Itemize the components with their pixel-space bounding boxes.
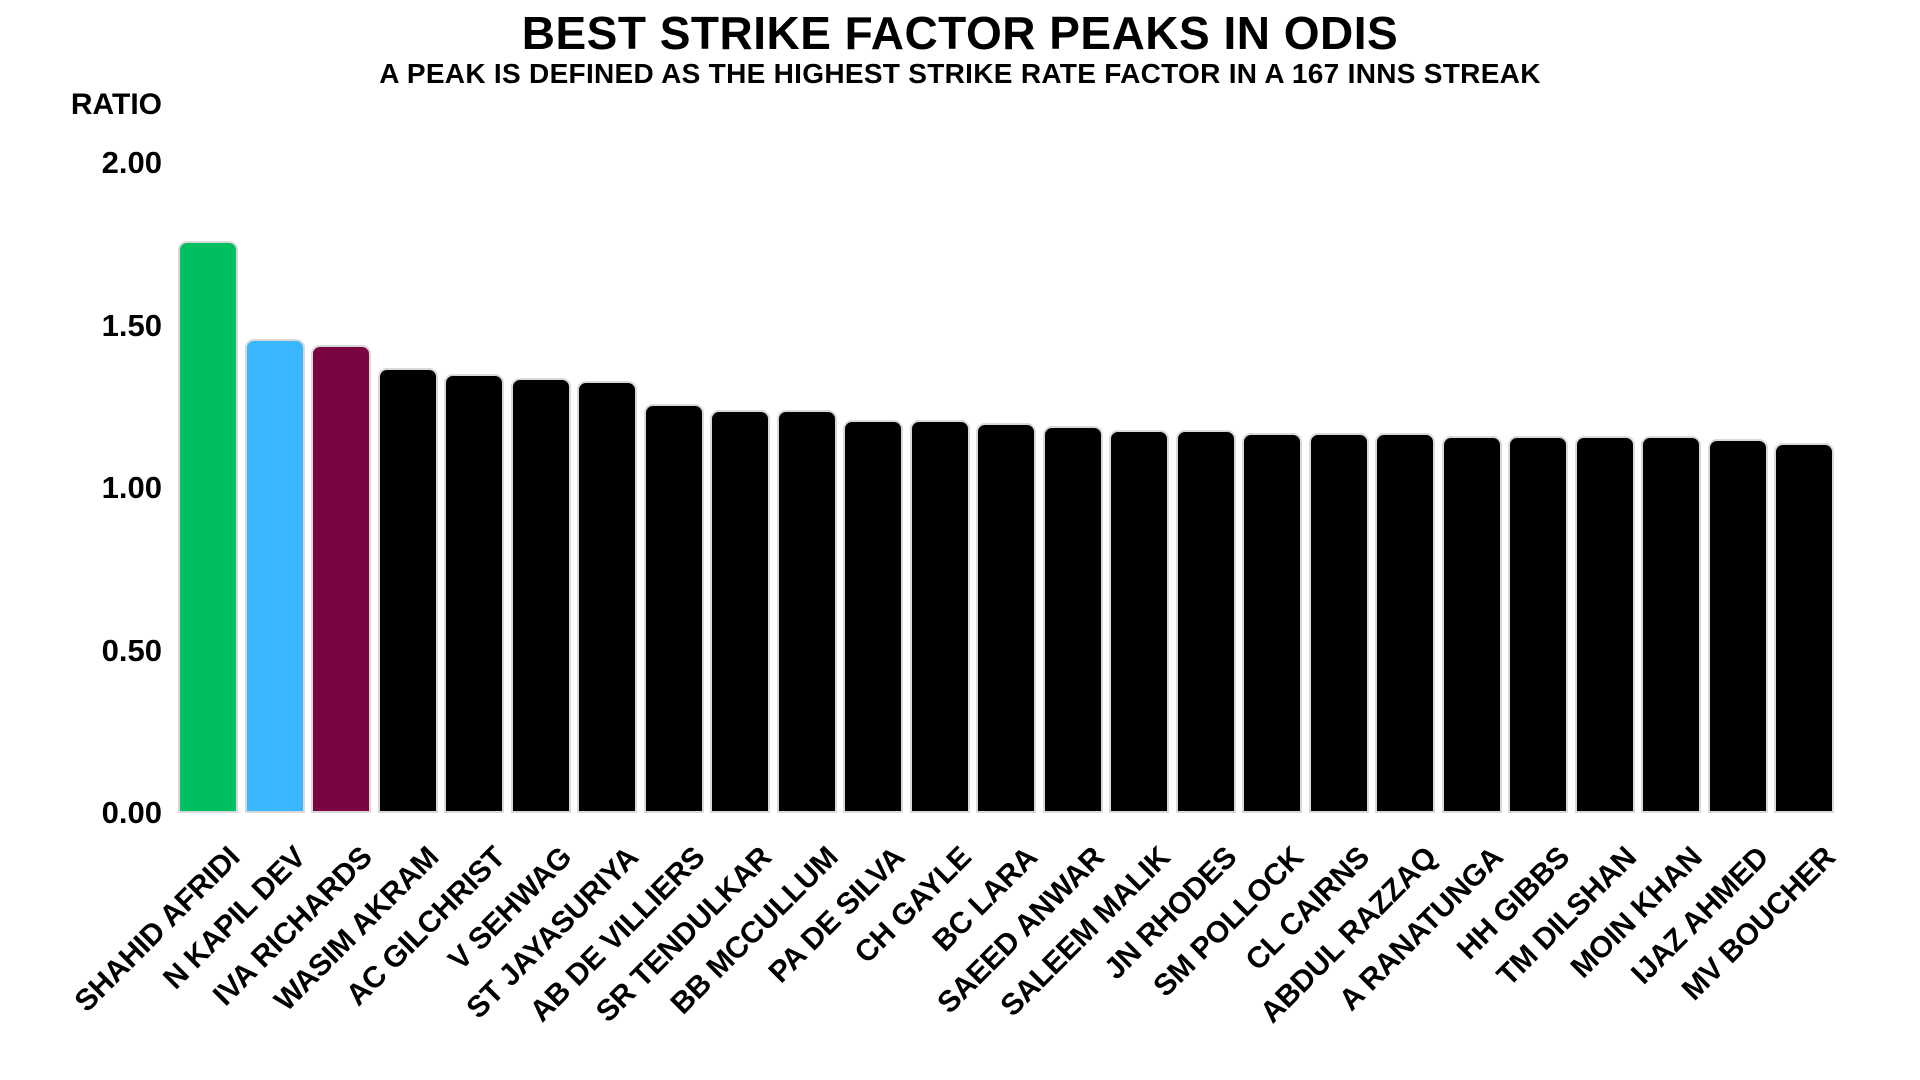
bar: [776, 410, 837, 813]
bar: [710, 410, 770, 813]
bar: [976, 423, 1036, 813]
bar: [444, 374, 504, 813]
bar: [1175, 429, 1236, 813]
y-tick-label: 1.50: [101, 307, 162, 343]
y-tick-label: 0.50: [101, 632, 162, 668]
bar: [510, 377, 571, 813]
chart-title: BEST STRIKE FACTOR PEAKS IN ODIS: [521, 7, 1399, 59]
bar: [1508, 436, 1568, 813]
bar: [909, 419, 970, 813]
bar: [643, 403, 704, 813]
bar: [1774, 442, 1834, 813]
bar: [1574, 436, 1635, 813]
bar: [1641, 436, 1701, 813]
bar: [1042, 426, 1103, 813]
bar: [843, 419, 903, 813]
chart-subtitle: A PEAK IS DEFINED AS THE HIGHEST STRIKE …: [379, 58, 1541, 89]
bar: [1441, 436, 1502, 813]
bar: [178, 241, 238, 813]
bar: [577, 380, 637, 813]
y-tick-label: 0.00: [101, 795, 162, 830]
bar: [244, 338, 305, 813]
y-tick-label: 1.00: [101, 470, 162, 505]
bar: [1375, 432, 1435, 813]
bar: [1707, 439, 1768, 813]
bar: [1109, 429, 1169, 813]
y-axis-title: RATIO: [70, 88, 162, 121]
bar: [1308, 432, 1369, 813]
y-tick-label: 2.00: [101, 145, 162, 180]
bar: [1242, 432, 1302, 813]
bar: [311, 345, 371, 813]
bar: [377, 367, 438, 813]
